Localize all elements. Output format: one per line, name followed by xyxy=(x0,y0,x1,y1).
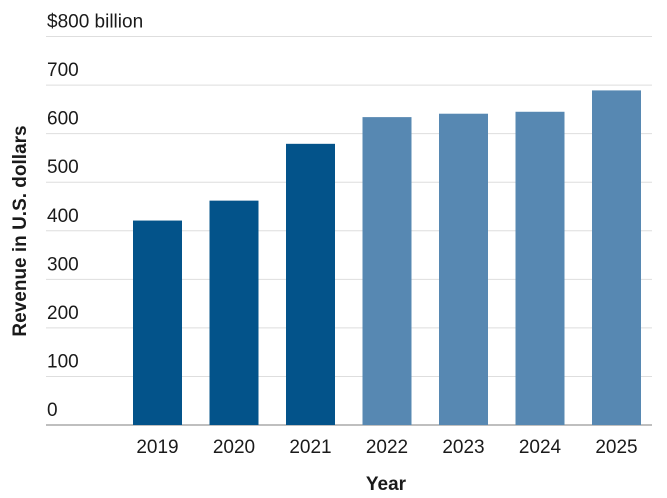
y-tick-label: 500 xyxy=(47,157,79,178)
bar-2023[interactable] xyxy=(439,113,488,425)
y-tick-label: 300 xyxy=(47,254,79,275)
x-tick-label: 2022 xyxy=(366,437,408,458)
x-axis-ticks: 2019 2020 2021 2022 2023 2024 2025 xyxy=(136,437,637,458)
y-tick-label: $800 billion xyxy=(47,12,143,33)
y-tick-label: 400 xyxy=(47,206,79,227)
x-tick-label: 2019 xyxy=(136,437,178,458)
y-tick-label: 100 xyxy=(47,351,79,372)
y-tick-label: 200 xyxy=(47,303,79,324)
x-tick-label: 2021 xyxy=(289,437,331,458)
bar-2025[interactable] xyxy=(592,90,641,426)
x-tick-label: 2024 xyxy=(519,437,562,458)
bar-2024[interactable] xyxy=(515,111,565,425)
bars xyxy=(133,90,641,426)
bar-2022[interactable] xyxy=(362,117,412,426)
bar-2019[interactable] xyxy=(133,220,182,425)
y-tick-label: 600 xyxy=(47,109,79,130)
bar-2020[interactable] xyxy=(209,200,259,425)
y-axis-title: Revenue in U.S. dollars xyxy=(10,125,31,336)
x-axis-title: Year xyxy=(366,474,407,495)
x-tick-label: 2020 xyxy=(213,437,255,458)
y-axis-ticks: 0 100 200 300 400 500 600 700 $800 billion xyxy=(47,12,143,422)
bar-2021[interactable] xyxy=(286,143,335,425)
y-tick-label: 0 xyxy=(47,400,58,421)
x-tick-label: 2023 xyxy=(442,437,484,458)
y-tick-label: 700 xyxy=(47,60,79,81)
x-tick-label: 2025 xyxy=(595,437,637,458)
